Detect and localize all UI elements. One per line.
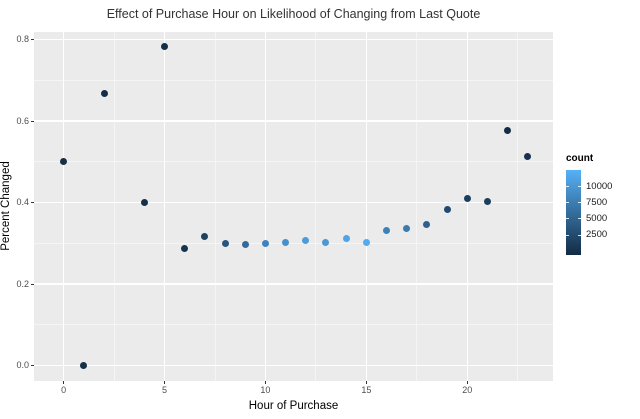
x-tick-label: 5 <box>162 385 168 395</box>
data-point <box>282 238 290 246</box>
data-point <box>342 234 350 242</box>
data-point <box>524 153 532 161</box>
data-point <box>463 194 471 202</box>
data-point <box>504 126 512 134</box>
plot-panel <box>34 32 553 381</box>
gridline-minor-horizontal <box>34 324 553 326</box>
data-point <box>302 237 310 245</box>
gridline-major-vertical <box>365 32 368 381</box>
gridline-minor-vertical <box>315 32 317 381</box>
gridline-minor-vertical <box>416 32 418 381</box>
x-axis-tick <box>164 381 166 384</box>
x-tick-label: 15 <box>361 385 372 395</box>
gridline-major-horizontal <box>34 201 553 204</box>
x-tick-label: 0 <box>61 385 67 395</box>
data-point <box>362 238 370 246</box>
x-axis-tick <box>365 381 367 384</box>
data-point <box>221 239 229 247</box>
gridline-major-horizontal <box>34 38 553 41</box>
data-point <box>261 239 269 247</box>
x-axis-tick <box>63 381 65 384</box>
data-point <box>201 232 209 240</box>
legend-tick-left <box>566 218 569 220</box>
data-point <box>241 241 249 249</box>
legend: count 10000 7500 5000 2500 <box>566 153 612 255</box>
gridline-minor-horizontal <box>34 161 553 163</box>
data-point <box>483 197 491 205</box>
y-tick-label: 0.8 <box>16 34 29 45</box>
x-tick-label: 20 <box>462 385 473 395</box>
legend-tick-right <box>578 234 581 236</box>
y-axis-tick <box>31 202 34 204</box>
data-point <box>322 238 330 246</box>
y-axis-tick <box>31 365 34 367</box>
gridline-major-horizontal <box>34 120 553 122</box>
data-point <box>403 224 411 232</box>
gridline-minor-vertical <box>214 32 216 381</box>
data-point <box>140 199 148 207</box>
legend-tick-right <box>578 202 581 204</box>
x-axis-title: Hour of Purchase <box>248 400 339 412</box>
x-tick-label: 10 <box>260 385 271 395</box>
y-tick-label: 0.2 <box>16 278 29 289</box>
y-axis-tick <box>31 39 34 41</box>
gridline-major-vertical <box>264 32 267 381</box>
legend-tick-right <box>578 186 581 188</box>
data-point <box>161 43 169 50</box>
y-axis-tick <box>31 283 34 285</box>
data-point <box>423 221 431 229</box>
gridline-major-horizontal <box>34 283 553 285</box>
x-axis-tick <box>264 381 266 384</box>
legend-tick-left <box>566 234 569 236</box>
x-axis-tick <box>466 381 468 384</box>
legend-tick-left <box>566 186 569 188</box>
gridline-minor-vertical <box>517 32 519 381</box>
y-tick-label: 0.6 <box>16 115 29 126</box>
data-point <box>60 158 68 166</box>
y-tick-label: 0.4 <box>16 197 29 208</box>
legend-label: 5000 <box>586 212 608 224</box>
gridline-minor-vertical <box>113 32 115 381</box>
gridline-major-vertical <box>62 32 65 381</box>
gridline-major-vertical <box>163 32 166 381</box>
legend-gradient-bar <box>566 170 581 255</box>
gridline-major-horizontal <box>34 365 553 367</box>
y-axis-tick <box>31 120 34 122</box>
data-point <box>443 206 451 214</box>
gridline-minor-horizontal <box>34 242 553 244</box>
y-tick-label: 0.0 <box>16 360 29 371</box>
data-point <box>181 244 189 252</box>
legend-title: count <box>566 153 594 164</box>
legend-label: 10000 <box>586 180 613 192</box>
data-point <box>383 227 391 235</box>
gridline-major-vertical <box>466 32 468 381</box>
data-point <box>100 90 108 98</box>
legend-tick-right <box>578 218 581 220</box>
legend-label: 7500 <box>586 196 608 208</box>
legend-tick-left <box>566 202 569 204</box>
gridline-minor-horizontal <box>34 79 553 81</box>
legend-label: 2500 <box>586 229 608 241</box>
chart-title: Effect of Purchase Hour on Likelihood of… <box>106 7 481 21</box>
data-point <box>80 362 88 370</box>
